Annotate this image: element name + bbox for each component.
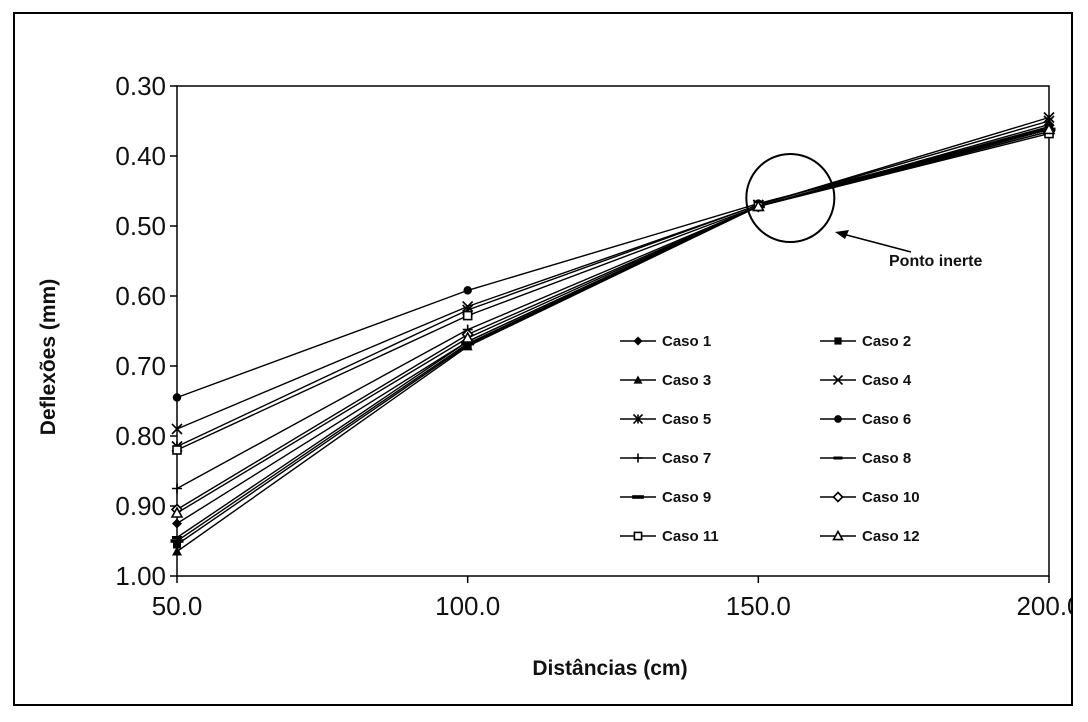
square-marker <box>462 310 473 321</box>
legend-label: Caso 3 <box>662 372 711 389</box>
x-axis-title: Distâncias (cm) <box>532 657 687 680</box>
y-tick-label: 0.80 <box>115 421 166 451</box>
series-line <box>176 130 1050 539</box>
legend-label: Caso 4 <box>862 372 912 389</box>
legend-label: Caso 11 <box>662 528 719 545</box>
y-tick-label: 0.50 <box>115 211 166 241</box>
triangle-marker <box>1042 122 1056 135</box>
legend-item: Caso 7 <box>620 450 711 467</box>
diamond-marker <box>633 336 643 346</box>
series-line <box>176 127 1050 399</box>
legend-label: Caso 2 <box>862 333 911 350</box>
diamond-marker <box>832 491 844 503</box>
legend-item: Caso 3 <box>620 372 711 389</box>
annotation-label: Ponto inerte <box>889 253 982 270</box>
triangle-marker <box>751 199 765 212</box>
plot-area <box>176 85 1050 577</box>
y-tick-label: 1.00 <box>115 561 166 591</box>
y-tick-label: 0.30 <box>115 71 166 101</box>
square-marker <box>173 540 181 549</box>
x-marker <box>171 423 183 435</box>
legend-item: Caso 1 <box>620 333 711 350</box>
legend-label: Caso 1 <box>662 333 711 350</box>
plot-border <box>176 85 1050 577</box>
plus-marker <box>633 453 643 463</box>
series-5 <box>171 115 1055 453</box>
legend-label: Caso 7 <box>662 450 711 467</box>
legend-item: Caso 11 <box>620 528 719 545</box>
series-8 <box>172 130 1054 539</box>
series-line <box>176 132 1050 451</box>
series-line <box>176 128 1050 514</box>
legend-label: Caso 6 <box>862 411 911 428</box>
circle-marker <box>834 415 842 423</box>
circle-marker <box>172 393 182 402</box>
square-marker <box>633 531 643 541</box>
triangle-marker <box>633 375 643 384</box>
dash-marker <box>461 341 475 346</box>
legend-item: Caso 10 <box>820 489 920 506</box>
series-line <box>176 116 1050 430</box>
y-tick-label: 0.70 <box>115 351 166 381</box>
chart-frame: 0.30 0.40 0.50 0.60 0.70 0.80 0.90 1.00 50.0 100.… <box>13 12 1073 706</box>
series-line <box>176 120 1050 448</box>
triangle-marker <box>461 331 475 343</box>
circle-marker <box>463 286 472 295</box>
legend-item: Caso 4 <box>820 372 912 389</box>
y-tick-label: 0.60 <box>115 281 166 311</box>
diamond-marker <box>172 518 182 529</box>
legend-label: Caso 10 <box>862 489 920 506</box>
annotation-arrow-line <box>838 232 912 253</box>
legend-label: Caso 8 <box>862 450 911 467</box>
annotation-group: Ponto inerte <box>745 153 982 270</box>
x-tick-label: 100.0 <box>435 591 500 621</box>
x-marker <box>832 374 844 386</box>
series-line <box>176 123 1050 525</box>
triangle-marker <box>170 506 184 518</box>
asterisk-marker <box>632 413 644 425</box>
dash-marker <box>833 456 843 460</box>
y-axis-title: Deflexões (mm) <box>37 279 60 435</box>
triangle-marker <box>462 341 473 351</box>
square-marker <box>834 337 842 345</box>
annotation-circle <box>745 153 836 243</box>
square-marker <box>172 445 182 455</box>
legend-label: Caso 5 <box>662 411 711 428</box>
series-7 <box>172 124 1054 494</box>
series-3 <box>172 121 1054 556</box>
x-tick-label: 50.0 <box>152 591 203 621</box>
dash-marker <box>170 539 184 543</box>
series-line <box>176 130 1050 511</box>
legend-item: Caso 2 <box>820 333 911 350</box>
triangle-marker <box>832 529 844 541</box>
dash-marker <box>172 536 182 539</box>
legend-label: Caso 9 <box>662 489 711 506</box>
legend-item: Caso 5 <box>620 411 711 428</box>
triangle-marker <box>172 546 182 556</box>
y-tick-label: 0.90 <box>115 491 166 521</box>
legend-item: Caso 9 <box>620 489 711 506</box>
legend-item: Caso 6 <box>820 411 911 428</box>
legend-label: Caso 12 <box>862 528 920 545</box>
series-11 <box>172 128 1054 455</box>
series-9 <box>170 127 1056 543</box>
series-1 <box>172 119 1054 529</box>
series-12 <box>170 122 1056 518</box>
y-tick-label: 0.40 <box>115 141 166 171</box>
annotation-arrowhead <box>835 230 849 239</box>
series-line <box>176 127 1050 546</box>
series-line <box>176 128 1050 542</box>
dash-marker <box>632 495 644 499</box>
legend-item: Caso 12 <box>820 528 920 545</box>
plus-marker <box>172 483 182 494</box>
legend-item: Caso 8 <box>820 450 911 467</box>
series-group <box>170 111 1056 556</box>
x-tick-label: 150.0 <box>726 591 791 621</box>
series-line <box>176 125 1050 553</box>
x-tick-label: 200.0 <box>1016 591 1071 621</box>
series-2 <box>173 124 1053 549</box>
legend: Caso 1 Caso 2 Caso 3 Caso 4 Caso 5 Caso 6 Caso… <box>620 333 920 545</box>
